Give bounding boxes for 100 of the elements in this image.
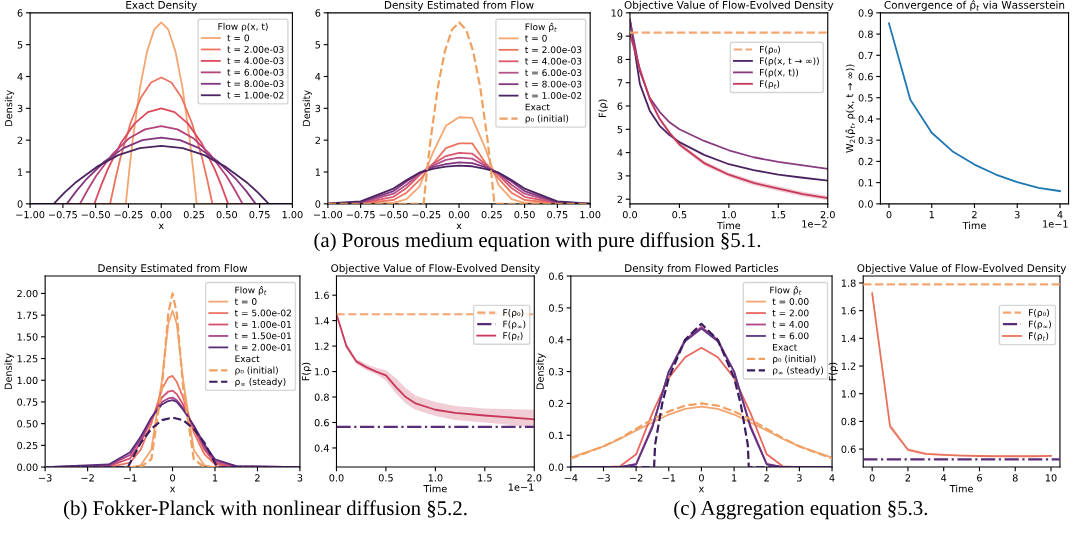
legend-label: t = 8.00e-03 [525,80,582,88]
legend-label: t = 0 [525,34,547,42]
y-tick-label: 0.8 [314,393,329,401]
x-tick-label: 2.0 [820,210,835,219]
y-tick-label: 0.2 [549,399,563,408]
y-tick-label: 6 [617,102,623,110]
legend-label: t = 8.00e-03 [227,80,284,88]
y-tick-label: 1.0 [841,390,856,398]
y-axis-title: F(ρ) [598,99,608,118]
x-tick-label: 1.00 [580,210,601,219]
legend-label: t = 1.00e-02 [227,91,284,99]
x-tick-label: −0.75 [346,210,375,219]
x-tick-label: −1 [123,474,137,482]
y-tick-label: 9 [617,32,623,40]
legend-label: t = 5.00e-02 [234,309,291,317]
legend-label: t = 4.00 [772,320,809,328]
legend-label: F(ρ$_{t}$) [760,80,780,89]
y-tick-label: 4 [617,149,623,157]
legend-label: t = 0 [227,34,250,42]
x-tick-label: −0.50 [379,210,408,219]
y-tick-label: 1.8 [841,279,856,287]
x-tick-label: −2 [629,474,643,482]
x-tick-label: −0.50 [81,210,110,219]
legend-label: F(ρ(x, t → ∞)) [760,57,819,66]
x-tick-label: 1.0 [428,474,443,482]
y-tick-label: 4 [17,73,23,81]
y-tick-label: 0.25 [17,441,38,450]
x-tick-label: 0 [698,474,704,482]
legend-label: t = 2.00e-03 [525,46,582,54]
y-tick-label: 1.2 [315,342,329,350]
y-tick-label: 1.4 [841,334,856,343]
y-tick-label: 0.3 [858,136,873,144]
y-tick-label: 0.5 [549,304,564,312]
y-tick-label: 0.6 [549,272,564,280]
x-tick-label: 0.50 [514,210,535,219]
legend-label: F(ρ$_{∞}$) [503,320,526,330]
y-tick-label: 0.3 [549,368,564,376]
chart-title: Objective Value of Flow-Evolved Density [857,263,1067,275]
legend-label: t = 2.00 [772,309,809,317]
x-tick-label: −0.25 [412,210,441,219]
x-tick-label: 0.25 [481,210,502,219]
y-tick-label: 0.4 [858,115,873,123]
x-tick-label: 1.5 [478,474,492,482]
y-tick-label: 1.2 [841,362,856,370]
x-tick-label: 6 [977,474,982,482]
x-tick-label: 0.50 [216,210,237,219]
y-tick-label: 5 [617,125,623,134]
y-tick-label: 0.6 [841,445,856,453]
legend-label: t = 0.00 [772,298,809,305]
legend-label: t = 6.00e-03 [227,68,284,76]
legend-label: F(ρ$_{t}$) [503,331,523,341]
y-tick-label: 0.7 [858,51,873,60]
x-tick-label: −4 [564,474,578,482]
y-tick-label: 0.00 [17,463,38,471]
annotation: Exact [773,343,798,351]
y-tick-label: 3 [17,104,23,113]
legend-label: t = 2.00e-03 [227,45,284,53]
legend-label: F̂(ρ$_{t}$) [1029,331,1049,342]
y-axis-title: Density [4,90,15,126]
x-tick-label: 1 [732,474,737,482]
legend-label: t = 1.00e-02 [525,92,582,99]
y-tick-label: 0.2 [858,157,873,166]
text: 1e−1 [508,483,534,491]
x-tick-label: 0.75 [249,210,270,219]
y-tick-label: 1.50 [17,333,38,341]
y-tick-label: 0.50 [17,420,38,428]
y-axis-title: F(ρ) [828,362,839,381]
x-axis-title: Time [962,221,986,230]
x-tick-label: 1 [212,474,218,482]
x-tick-label: 0 [886,210,892,219]
y-axis-title: Density [536,353,546,390]
legend-label: F(ρ$_{∞}$) [1029,320,1051,330]
legend-label: F(ρ₀) [760,45,780,55]
y-tick-label: 3 [617,172,623,180]
legend-label: t = 0 [234,298,257,305]
legend-label: ρ$_{∞}$ (steady) [235,378,286,387]
x-tick-label: 4 [829,474,835,482]
y-tick-label: 0.9 [858,9,873,17]
text: (b) Fokker-Planck with nonlinear diffusion §5.2. [64,500,467,520]
x-tick-label: −1 [662,474,676,482]
y-tick-label: 0.1 [549,431,563,440]
legend-label: t = 2.00e-01 [234,343,291,351]
chart-title: Objective Value of Flow-Evolved Density [624,0,834,11]
legend-label: F(ρ₀) [503,309,524,318]
y-tick-label: 4 [315,73,321,81]
y-tick-label: 5 [17,41,23,49]
x-tick-label: 2 [764,474,769,482]
legend-label: ρ$_{∞}$ (steady) [773,366,824,376]
y-tick-label: 3 [315,104,321,113]
x-axis-title: Time [949,484,973,493]
x-tick-label: 0.25 [183,210,205,219]
x-tick-label: −1.00 [314,210,343,219]
x-axis-title: x [169,486,176,493]
x-tick-label: 4 [1057,211,1063,219]
legend-label: ρ₀ (initial) [235,366,278,376]
y-tick-label: 0.5 [858,94,873,102]
x-tick-label: 0 [170,474,175,482]
x-tick-label: −2 [81,474,94,482]
text: 1e−1 [1043,220,1068,228]
legend-label: t = 4.00e-03 [525,57,582,65]
